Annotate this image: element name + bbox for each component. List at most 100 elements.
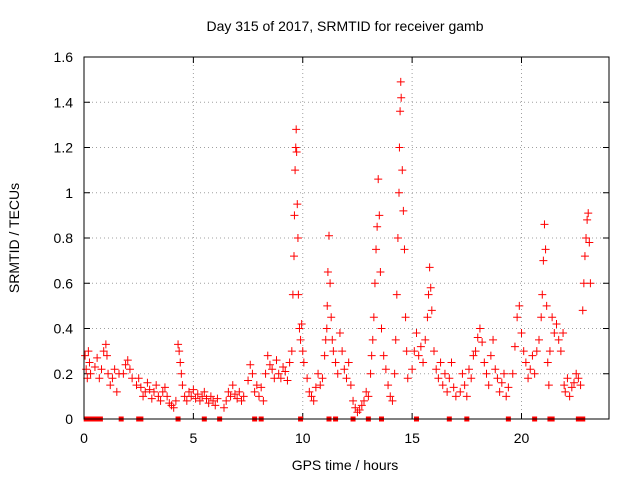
data-point <box>125 365 134 374</box>
data-point <box>432 365 441 374</box>
data-point <box>360 396 368 405</box>
data-point <box>396 77 405 86</box>
data-point <box>230 390 239 399</box>
data-point <box>226 392 235 401</box>
data-point <box>106 381 115 390</box>
data-point <box>104 369 113 378</box>
x-tick-label: 10 <box>295 430 311 446</box>
data-point <box>586 279 595 288</box>
data-point <box>279 362 288 371</box>
data-point <box>572 369 581 378</box>
data-point <box>377 324 386 333</box>
data-point <box>119 369 128 378</box>
data-point <box>239 392 248 401</box>
data-point <box>85 358 94 367</box>
data-point <box>366 369 375 378</box>
data-point <box>191 394 200 403</box>
data-point <box>224 387 233 396</box>
data-point <box>445 374 454 383</box>
data-point <box>521 358 530 367</box>
data-point <box>471 347 480 356</box>
data-point <box>561 387 570 396</box>
data-point <box>517 329 526 338</box>
data-point <box>202 394 211 403</box>
data-point <box>292 148 301 157</box>
data-point <box>316 381 325 390</box>
data-point <box>325 231 333 240</box>
data-point <box>502 392 511 401</box>
data-point <box>395 143 404 152</box>
data-point <box>252 381 261 390</box>
data-point <box>167 401 176 410</box>
data-point <box>583 215 592 224</box>
data-point <box>158 387 167 396</box>
data-point <box>462 392 471 401</box>
data-point <box>235 387 244 396</box>
data-points <box>81 77 595 422</box>
data-point <box>540 220 549 229</box>
data-point <box>147 394 156 403</box>
data-point <box>237 396 246 405</box>
data-point <box>307 392 316 401</box>
y-axis-label: SRMTID / TECUs <box>6 183 22 293</box>
data-point <box>367 351 376 360</box>
data-point <box>342 374 351 383</box>
data-point <box>187 392 196 401</box>
data-point <box>475 324 484 333</box>
data-point <box>281 367 290 376</box>
data-point <box>493 374 502 383</box>
data-point <box>136 383 145 392</box>
data-point <box>272 356 281 365</box>
data-point <box>391 335 400 344</box>
data-point <box>548 313 557 322</box>
data-point <box>290 211 299 220</box>
data-point <box>154 392 163 401</box>
data-point <box>143 378 152 387</box>
data-point <box>370 279 379 288</box>
data-point <box>524 374 533 383</box>
data-point <box>491 365 500 374</box>
data-point <box>297 319 306 328</box>
data-point <box>578 306 587 315</box>
data-point <box>299 358 308 367</box>
data-point <box>576 381 585 390</box>
data-point <box>443 387 452 396</box>
data-point <box>401 313 410 322</box>
data-point <box>489 335 498 344</box>
data-point <box>165 399 174 408</box>
data-point <box>412 329 421 338</box>
data-point <box>397 93 406 102</box>
data-point <box>294 290 303 299</box>
data-point <box>386 392 395 401</box>
data-point <box>228 381 237 390</box>
data-point <box>403 374 412 383</box>
data-point <box>473 333 482 342</box>
data-point <box>449 383 458 392</box>
data-point <box>152 381 161 390</box>
data-point <box>211 401 220 410</box>
data-point <box>171 396 180 405</box>
data-point <box>265 360 274 369</box>
data-point <box>563 374 572 383</box>
data-point <box>222 396 231 405</box>
data-point <box>513 313 522 322</box>
data-point <box>465 365 473 374</box>
data-point <box>542 301 551 310</box>
data-point <box>497 378 506 387</box>
data-point <box>139 392 148 401</box>
data-point <box>295 324 304 333</box>
data-point <box>177 369 186 378</box>
data-point <box>318 374 327 383</box>
data-point <box>346 381 355 390</box>
data-point <box>355 405 364 414</box>
data-point <box>369 313 378 322</box>
data-point <box>552 319 561 328</box>
data-point <box>421 335 430 344</box>
data-point <box>537 313 546 322</box>
data-point <box>206 392 215 401</box>
data-point <box>255 392 263 401</box>
data-point <box>150 387 158 396</box>
data-point <box>580 252 589 261</box>
data-point <box>329 347 338 356</box>
